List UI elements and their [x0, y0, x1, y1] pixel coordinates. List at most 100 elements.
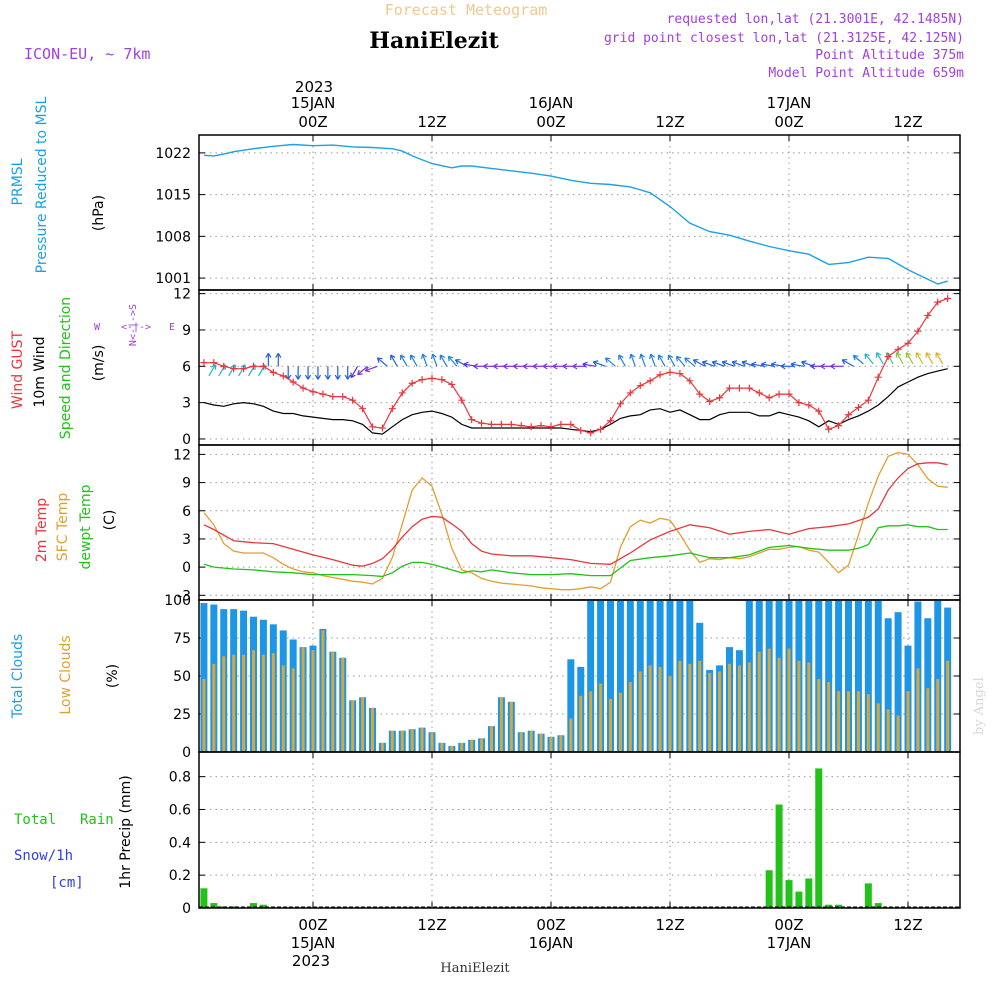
rain-bar — [825, 904, 833, 908]
wind-arrow-head — [751, 361, 757, 365]
wind-arrow-head — [810, 365, 816, 370]
pressure-plot-area — [203, 143, 948, 285]
bottom-hour-label: 12Z — [655, 916, 684, 934]
wind-arrow-head — [692, 359, 697, 365]
wind-arrow-head — [926, 352, 931, 356]
wind-arrow-head — [265, 352, 269, 358]
gust-marker — [884, 353, 892, 361]
low-cloud-bar — [569, 718, 573, 752]
total-cloud-bar — [626, 600, 634, 752]
wind-arrow-head — [390, 354, 396, 358]
low-cloud-bar — [222, 656, 226, 752]
wind-arrow-head — [522, 365, 528, 370]
wind-arrow-head — [770, 363, 776, 368]
low-cloud-bar — [787, 648, 791, 752]
wind-arrow-head — [618, 354, 624, 358]
low-cloud-bar — [737, 665, 741, 752]
wind-arrow-head — [357, 373, 363, 376]
low-cloud-bar — [648, 665, 652, 752]
low-cloud-bar — [361, 697, 365, 752]
wind-arrow — [447, 355, 458, 367]
gust-marker — [369, 423, 376, 431]
wind-arrow-head — [801, 360, 807, 363]
low-cloud-bar — [638, 671, 642, 752]
wind-arrow — [410, 354, 418, 367]
low-cloud-bar — [440, 742, 444, 752]
wind-arrow-head — [712, 360, 718, 363]
low-cloud-bar — [827, 682, 831, 752]
low-cloud-bar — [331, 651, 335, 752]
clouds-panel: 0 25 50 75 100 — [164, 593, 961, 761]
wind-direction-arrows — [208, 352, 944, 380]
wind-arrow-head — [532, 363, 538, 367]
low-cloud-bar — [579, 695, 583, 752]
wind-arrow — [582, 363, 596, 367]
low-cloud-bar — [202, 679, 206, 752]
total-cloud-bar — [607, 600, 614, 752]
low-cloud-bar — [420, 727, 424, 752]
wind-arrow-head — [896, 352, 902, 356]
low-cloud-bar — [242, 654, 246, 752]
low-cloud-bar — [946, 660, 950, 752]
wind-arrow-head — [711, 361, 716, 367]
bottom-hour-label: 00Z — [298, 916, 327, 934]
gust-marker — [577, 426, 585, 434]
y-tick-label: 0.8 — [169, 770, 191, 786]
gust-line — [203, 297, 948, 434]
wind-arrow-head — [701, 361, 707, 367]
temperature-plot-area — [203, 451, 948, 591]
y-tick-label: 12 — [173, 287, 191, 303]
wind-arrow-head — [864, 353, 870, 357]
wind-arrow-head — [400, 354, 406, 358]
y-tick-label: -3 — [177, 588, 191, 604]
precip-panel: 0 0.2 0.4 0.6 0.8 — [169, 751, 961, 917]
wind-arrow-head — [297, 374, 302, 380]
wind-arrow-head — [347, 374, 351, 380]
low-cloud-bar — [688, 663, 692, 752]
rain-bar — [230, 906, 238, 908]
wind-arrow-head — [582, 363, 587, 368]
low-cloud-bar — [876, 703, 880, 752]
top-date-label: 16JAN — [529, 94, 574, 112]
total-cloud-bar — [587, 600, 595, 752]
wind-arrow-head — [810, 363, 816, 367]
precip-rain-label: Rain — [80, 812, 114, 828]
low-cloud-bar — [271, 653, 275, 752]
wind-arrow-head — [376, 357, 380, 363]
wind-arrow-head — [542, 365, 548, 370]
precip-snow-label: Snow/1h — [14, 848, 73, 864]
top-hour-label: 12Z — [417, 113, 446, 131]
wind-arrow-head — [721, 361, 726, 367]
gust-marker — [676, 370, 684, 378]
wind-arrow-head — [267, 352, 272, 358]
low-cloud-bar — [936, 679, 940, 752]
low-cloud-bar — [609, 698, 612, 752]
top-hour-label: 00Z — [536, 113, 565, 131]
top-year: 2023 — [295, 78, 333, 96]
wind-arrow — [790, 363, 804, 367]
total-cloud-bar — [567, 659, 575, 752]
rain-bar — [835, 904, 843, 908]
wind-arrow — [350, 365, 359, 378]
wind-arrow-head — [364, 366, 369, 372]
wind10-label: 10m Wind — [32, 336, 48, 407]
wind-arrow-head — [684, 357, 688, 363]
y-tick-label: 9 — [182, 323, 191, 339]
gust-marker — [597, 425, 605, 433]
gust-marker — [448, 380, 456, 388]
footer-location: HaniElezit — [440, 961, 510, 976]
gust-marker — [765, 394, 773, 402]
low-cloud-bar — [490, 726, 493, 752]
wind-arrow-head — [410, 354, 416, 358]
y-tick-label: 0 — [182, 432, 191, 448]
wind-arrow-head — [760, 363, 766, 368]
low-cloud-bar — [450, 745, 454, 752]
gust-marker — [557, 420, 565, 428]
y-tick-label: 1015 — [155, 188, 191, 204]
wind-arrow — [935, 352, 944, 365]
wind-arrow-head — [454, 359, 459, 365]
wind-dir-label: Speed and Direction — [58, 297, 74, 439]
top-hour-label: 12Z — [893, 113, 922, 131]
compass-w: W — [94, 322, 101, 333]
gust-marker — [567, 420, 575, 428]
